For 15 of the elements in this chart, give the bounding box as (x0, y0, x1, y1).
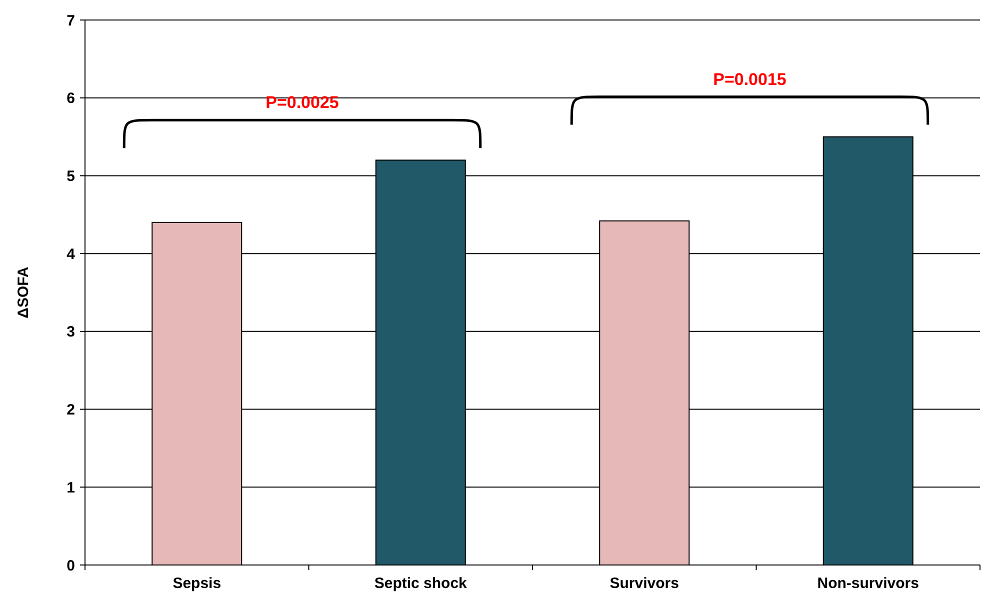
x-tick-label: Survivors (610, 575, 679, 592)
annotation: P=0.0015 (713, 70, 786, 89)
x-tick-label: Non-survivors (817, 575, 919, 592)
y-tick-label: 0 (66, 557, 75, 574)
y-tick-label: 1 (66, 479, 75, 496)
annotation: P=0.0025 (266, 93, 339, 112)
x-tick-label: Septic shock (374, 575, 468, 592)
y-tick-label: 6 (66, 90, 75, 108)
y-tick-label: 2 (66, 402, 75, 419)
y-tick-label: 7 (66, 12, 75, 30)
y-tick-label: 3 (66, 324, 75, 341)
y-axis-title: ΔSOFA (15, 266, 32, 318)
y-tick-label: 5 (66, 168, 75, 185)
x-tick-label: Sepsis (172, 575, 222, 592)
y-tick-label: 4 (66, 246, 76, 263)
